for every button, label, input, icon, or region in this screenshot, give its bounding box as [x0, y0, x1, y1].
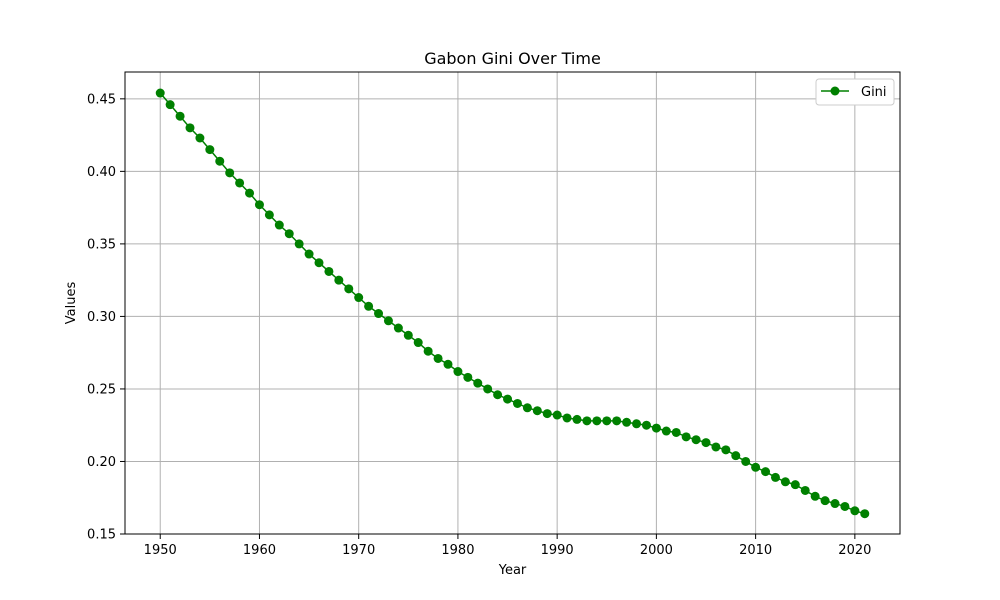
data-point [473, 378, 483, 388]
data-point [632, 419, 642, 429]
plot-frame [124, 71, 901, 535]
data-point [661, 426, 671, 436]
data-point [165, 100, 175, 110]
data-point [731, 451, 741, 461]
x-tick-label: 1950 [144, 543, 177, 558]
x-tick-label: 1970 [342, 543, 375, 558]
data-point [195, 133, 205, 143]
legend-label: Gini [861, 85, 887, 100]
y-axis: 0.15 0.20 0.25 0.30 0.35 0.40 0.45 [87, 92, 125, 543]
y-tick-label: 0.40 [87, 165, 116, 180]
data-point [651, 423, 661, 433]
data-point [215, 156, 225, 166]
data-point [264, 210, 274, 220]
data-point [354, 293, 364, 303]
data-point [562, 413, 572, 423]
data-point [254, 200, 264, 210]
data-point [820, 496, 830, 506]
data-point [344, 284, 354, 294]
data-point [741, 456, 751, 466]
data-point [810, 491, 820, 501]
y-axis-label: Values [64, 282, 79, 325]
data-point [641, 420, 651, 430]
data-point [443, 359, 453, 369]
data-point [542, 409, 552, 419]
data-point [572, 414, 582, 424]
data-point [850, 506, 860, 516]
data-point [582, 416, 592, 426]
data-point [512, 398, 522, 408]
data-point [780, 477, 790, 487]
data-point [612, 416, 622, 426]
data-point [761, 467, 771, 477]
data-point [830, 499, 840, 509]
data-point [383, 316, 393, 326]
legend: Gini [815, 78, 895, 106]
x-tick-label: 1980 [441, 543, 474, 558]
data-point [205, 145, 215, 155]
data-point [691, 435, 701, 445]
data-point [592, 416, 602, 426]
data-point [235, 178, 245, 188]
data-point [701, 438, 711, 448]
data-point [503, 394, 513, 404]
data-point [245, 188, 255, 198]
data-point [185, 123, 195, 133]
y-tick-label: 0.35 [87, 237, 116, 252]
data-point [334, 275, 344, 285]
x-tick-label: 1990 [541, 543, 574, 558]
data-point [532, 406, 542, 416]
legend-marker [830, 86, 840, 96]
data-point [751, 462, 761, 472]
x-axis-label: Year [498, 563, 527, 578]
x-tick-label: 2020 [838, 543, 871, 558]
data-point [284, 229, 294, 239]
y-tick-label: 0.25 [87, 382, 116, 397]
y-tick-label: 0.30 [87, 310, 116, 325]
data-point [433, 353, 443, 363]
data-point [840, 501, 850, 511]
data-point [364, 301, 374, 311]
y-tick-label: 0.20 [87, 455, 116, 470]
data-point [800, 485, 810, 495]
y-tick-label: 0.15 [87, 528, 116, 543]
data-point [155, 88, 165, 98]
data-point [602, 416, 612, 426]
data-point [552, 410, 562, 420]
data-point [324, 266, 334, 276]
data-point [175, 111, 185, 121]
data-point [860, 509, 870, 519]
y-tick-label: 0.45 [87, 92, 116, 107]
data-point [374, 309, 384, 319]
data-point [225, 168, 235, 178]
legend-box [815, 78, 895, 106]
data-point [671, 427, 681, 437]
x-tick-label: 2010 [739, 543, 772, 558]
data-point [721, 445, 731, 455]
data-point [522, 403, 532, 413]
data-point [423, 346, 433, 356]
data-point [770, 472, 780, 482]
data-point [790, 480, 800, 490]
data-point [622, 417, 632, 427]
data-point [681, 432, 691, 442]
data-point [294, 239, 304, 249]
data-point [711, 442, 721, 452]
chart-title: Gabon Gini Over Time [424, 49, 601, 68]
data-point [413, 338, 423, 348]
data-point [274, 220, 284, 230]
data-point [393, 323, 403, 333]
x-axis: 1950 1960 1970 1980 1990 2000 2010 2020 [144, 534, 871, 558]
data-point [493, 390, 503, 400]
data-point [483, 384, 493, 394]
data-point [463, 372, 473, 382]
x-tick-label: 1960 [243, 543, 276, 558]
data-point [304, 249, 314, 259]
data-point [453, 367, 463, 377]
x-tick-label: 2000 [640, 543, 673, 558]
series-layer [155, 88, 870, 519]
data-point [314, 258, 324, 268]
data-point [403, 330, 413, 340]
